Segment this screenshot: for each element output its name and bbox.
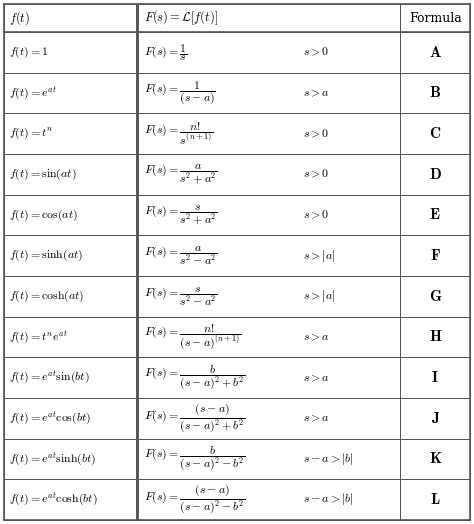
- Text: $f(t) = e^{at}\cosh(bt)$: $f(t) = e^{at}\cosh(bt)$: [9, 490, 98, 508]
- Text: $s > 0$: $s > 0$: [303, 168, 329, 181]
- Text: $f(t) = \sin(at)$: $f(t) = \sin(at)$: [9, 167, 77, 182]
- Text: $f(t) = t^n$: $f(t) = t^n$: [9, 126, 54, 141]
- Bar: [400, 154, 470, 194]
- Text: $F(s) = \dfrac{(s-a)}{(s-a)^2 - b^2}$: $F(s) = \dfrac{(s-a)}{(s-a)^2 - b^2}$: [144, 483, 246, 516]
- Text: $f(t) = e^{at}\sinh(bt)$: $f(t) = e^{at}\sinh(bt)$: [9, 450, 97, 468]
- Text: Formula: Formula: [409, 12, 462, 25]
- Text: $f(t) = \cos(at)$: $f(t) = \cos(at)$: [9, 208, 78, 223]
- Text: $F(s) = \dfrac{n!}{(s-a)^{(n+1)}}$: $F(s) = \dfrac{n!}{(s-a)^{(n+1)}}$: [144, 322, 242, 351]
- Bar: [400, 316, 470, 357]
- Text: $\mathbf{A}$: $\mathbf{A}$: [428, 45, 442, 60]
- Text: $\mathbf{F}$: $\mathbf{F}$: [430, 248, 441, 263]
- Bar: [137, 276, 400, 316]
- Bar: [4, 32, 137, 73]
- Text: $f(t) = e^{at}$: $f(t) = e^{at}$: [9, 84, 57, 102]
- Bar: [400, 398, 470, 439]
- Bar: [137, 316, 400, 357]
- Bar: [4, 113, 137, 154]
- Bar: [400, 73, 470, 113]
- Bar: [4, 316, 137, 357]
- Text: $f(t) = 1$: $f(t) = 1$: [9, 45, 49, 60]
- Text: $f(t)$: $f(t)$: [9, 9, 31, 27]
- Bar: [4, 357, 137, 398]
- Text: $\mathbf{L}$: $\mathbf{L}$: [430, 492, 440, 507]
- Bar: [137, 154, 400, 194]
- Bar: [400, 357, 470, 398]
- Bar: [400, 113, 470, 154]
- Bar: [137, 235, 400, 276]
- Text: $s > |a|$: $s > |a|$: [303, 247, 335, 264]
- Bar: [400, 194, 470, 235]
- Text: $s > |a|$: $s > |a|$: [303, 288, 335, 304]
- Bar: [137, 357, 400, 398]
- Text: $s > a$: $s > a$: [303, 86, 329, 100]
- Text: $F(s) = \dfrac{a}{s^2 - a^2}$: $F(s) = \dfrac{a}{s^2 - a^2}$: [144, 244, 218, 267]
- Bar: [4, 235, 137, 276]
- Text: $F(s) = \dfrac{b}{(s-a)^2 + b^2}$: $F(s) = \dfrac{b}{(s-a)^2 + b^2}$: [144, 364, 246, 391]
- Text: $\mathbf{D}$: $\mathbf{D}$: [429, 167, 442, 182]
- Text: $s > a$: $s > a$: [303, 412, 329, 424]
- Bar: [137, 398, 400, 439]
- Bar: [400, 235, 470, 276]
- Text: $\mathbf{B}$: $\mathbf{B}$: [429, 85, 441, 101]
- Text: $F(s) = \dfrac{(s-a)}{(s-a)^2 + b^2}$: $F(s) = \dfrac{(s-a)}{(s-a)^2 + b^2}$: [144, 401, 246, 435]
- Bar: [137, 479, 400, 520]
- Text: $s > a$: $s > a$: [303, 330, 329, 343]
- Text: $F(s) = \dfrac{a}{s^2 + a^2}$: $F(s) = \dfrac{a}{s^2 + a^2}$: [144, 162, 218, 186]
- Text: $s > a$: $s > a$: [303, 371, 329, 384]
- Text: $f(t) = \cosh(at)$: $f(t) = \cosh(at)$: [9, 289, 85, 304]
- Text: $\mathbf{E}$: $\mathbf{E}$: [429, 208, 441, 222]
- Bar: [400, 32, 470, 73]
- Text: $F(s) = \dfrac{s}{s^2 + a^2}$: $F(s) = \dfrac{s}{s^2 + a^2}$: [144, 203, 218, 226]
- Text: $s > 0$: $s > 0$: [303, 46, 329, 59]
- Text: $\mathbf{J}$: $\mathbf{J}$: [431, 411, 440, 425]
- Bar: [4, 4, 137, 32]
- Bar: [4, 154, 137, 194]
- Text: $s - a > |b|$: $s - a > |b|$: [303, 451, 353, 467]
- Bar: [137, 113, 400, 154]
- Bar: [137, 4, 400, 32]
- Text: $\mathbf{C}$: $\mathbf{C}$: [429, 126, 441, 141]
- Bar: [400, 479, 470, 520]
- Bar: [137, 194, 400, 235]
- Text: $s > 0$: $s > 0$: [303, 209, 329, 222]
- Text: $F(s) = \dfrac{1}{(s-a)}$: $F(s) = \dfrac{1}{(s-a)}$: [144, 80, 216, 106]
- Text: $f(t) = \sinh(at)$: $f(t) = \sinh(at)$: [9, 248, 83, 263]
- Bar: [4, 439, 137, 479]
- Bar: [4, 194, 137, 235]
- Bar: [4, 73, 137, 113]
- Bar: [400, 276, 470, 316]
- Text: $\mathbf{K}$: $\mathbf{K}$: [428, 451, 442, 466]
- Bar: [4, 276, 137, 316]
- Bar: [137, 73, 400, 113]
- Bar: [137, 439, 400, 479]
- Bar: [137, 32, 400, 73]
- Text: $f(t) = e^{at}\sin(bt)$: $f(t) = e^{at}\sin(bt)$: [9, 368, 90, 387]
- Text: $s - a > |b|$: $s - a > |b|$: [303, 492, 353, 507]
- Text: $\mathbf{G}$: $\mathbf{G}$: [428, 289, 442, 304]
- Text: $F(s) = \dfrac{n!}{s^{(n+1)}}$: $F(s) = \dfrac{n!}{s^{(n+1)}}$: [144, 121, 213, 147]
- Text: $f(t) = e^{at}\cos(bt)$: $f(t) = e^{at}\cos(bt)$: [9, 409, 91, 427]
- Text: $F(s) = \dfrac{s}{s^2 - a^2}$: $F(s) = \dfrac{s}{s^2 - a^2}$: [144, 285, 218, 308]
- Text: $f(t) = t^n e^{at}$: $f(t) = t^n e^{at}$: [9, 328, 68, 346]
- Bar: [400, 439, 470, 479]
- Text: $F(s) = \mathcal{L}[f(t)]$: $F(s) = \mathcal{L}[f(t)]$: [144, 9, 218, 27]
- Text: $s > 0$: $s > 0$: [303, 127, 329, 140]
- Text: $F(s) = \dfrac{b}{(s-a)^2 - b^2}$: $F(s) = \dfrac{b}{(s-a)^2 - b^2}$: [144, 445, 246, 473]
- Bar: [400, 4, 470, 32]
- Text: $\mathbf{I}$: $\mathbf{I}$: [431, 370, 439, 385]
- Bar: [4, 479, 137, 520]
- Text: $F(s) = \dfrac{1}{s}$: $F(s) = \dfrac{1}{s}$: [144, 42, 187, 63]
- Bar: [4, 398, 137, 439]
- Text: $\mathbf{H}$: $\mathbf{H}$: [428, 330, 442, 344]
